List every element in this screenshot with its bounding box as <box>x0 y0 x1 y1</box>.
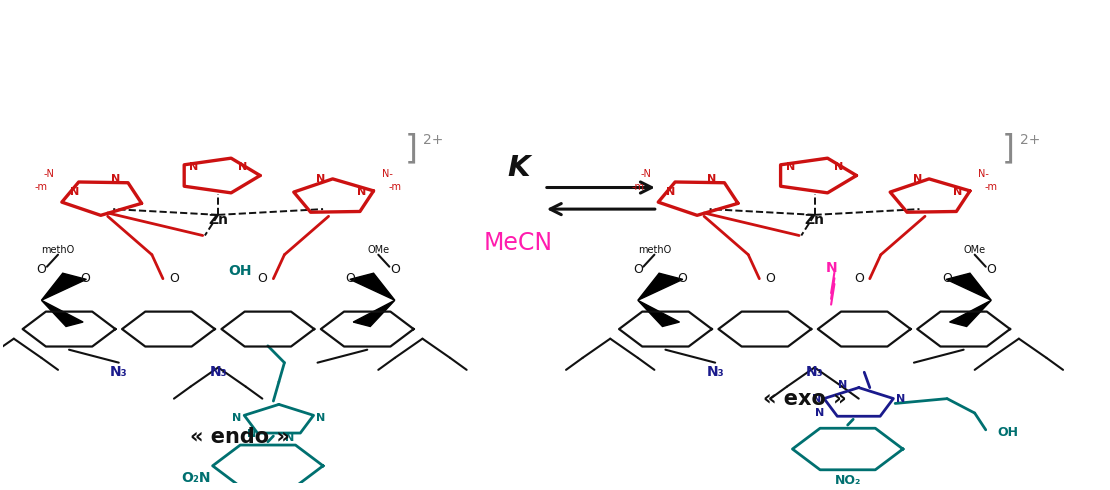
Polygon shape <box>638 300 679 326</box>
Text: O: O <box>854 272 864 285</box>
Text: -N: -N <box>43 169 54 179</box>
Text: 2+: 2+ <box>1020 132 1040 147</box>
Text: MeCN: MeCN <box>484 231 553 255</box>
Text: K: K <box>507 154 529 182</box>
Text: O₂N: O₂N <box>181 471 211 485</box>
Text: N₃: N₃ <box>706 365 724 379</box>
Text: N: N <box>666 187 676 197</box>
Text: -m: -m <box>985 182 998 192</box>
Text: O: O <box>37 263 47 275</box>
Text: NO₂: NO₂ <box>835 474 861 487</box>
Text: O: O <box>390 263 400 275</box>
Text: N: N <box>953 187 962 197</box>
Text: O: O <box>345 272 355 285</box>
Text: -m: -m <box>34 182 48 192</box>
Text: « endo »: « endo » <box>190 427 290 447</box>
Text: O: O <box>987 263 996 275</box>
Text: ]: ] <box>405 133 418 166</box>
Text: O: O <box>766 272 775 285</box>
Text: N: N <box>912 174 922 184</box>
Polygon shape <box>353 300 395 326</box>
Text: OMe: OMe <box>367 245 390 255</box>
Text: « exo »: « exo » <box>763 389 847 409</box>
Text: OMe: OMe <box>963 245 986 255</box>
Text: N: N <box>316 174 325 184</box>
Polygon shape <box>947 273 991 300</box>
Text: N: N <box>316 413 325 423</box>
Text: N: N <box>816 408 825 418</box>
Text: OH: OH <box>229 264 252 277</box>
Text: N: N <box>238 162 248 172</box>
Text: O: O <box>942 272 952 285</box>
Text: ]: ] <box>1001 133 1015 166</box>
Polygon shape <box>41 300 83 326</box>
Polygon shape <box>350 273 395 300</box>
Polygon shape <box>41 273 87 300</box>
Text: N: N <box>70 187 79 197</box>
Text: O: O <box>81 272 91 285</box>
Text: N: N <box>896 393 906 404</box>
Text: N: N <box>189 162 199 172</box>
Text: -m: -m <box>632 182 644 192</box>
Text: -m: -m <box>388 182 402 192</box>
Text: methO: methO <box>638 245 672 255</box>
Polygon shape <box>638 273 683 300</box>
Text: N: N <box>835 162 844 172</box>
Text: N: N <box>246 429 256 439</box>
Text: N₃: N₃ <box>806 365 824 379</box>
Text: N₃: N₃ <box>210 365 226 379</box>
Text: O: O <box>258 272 268 285</box>
Text: O: O <box>169 272 179 285</box>
Text: N: N <box>786 162 795 172</box>
Text: N: N <box>111 174 120 184</box>
Text: OH: OH <box>997 426 1018 439</box>
Text: N: N <box>357 187 366 197</box>
Text: 2+: 2+ <box>423 132 444 147</box>
Text: methO: methO <box>41 245 74 255</box>
Text: Zn: Zn <box>805 213 825 227</box>
Text: Zn: Zn <box>209 213 229 227</box>
Text: N: N <box>232 413 242 423</box>
Text: N: N <box>826 261 837 274</box>
Polygon shape <box>949 300 991 326</box>
Text: N-: N- <box>382 169 393 179</box>
Text: N: N <box>707 174 716 184</box>
Text: -N: -N <box>640 169 650 179</box>
Text: N: N <box>838 380 847 390</box>
Text: O: O <box>677 272 687 285</box>
Text: N₃: N₃ <box>110 365 128 379</box>
Text: O: O <box>633 263 643 275</box>
Text: N: N <box>813 393 821 404</box>
Text: N-: N- <box>978 169 989 179</box>
Text: N: N <box>285 434 294 443</box>
